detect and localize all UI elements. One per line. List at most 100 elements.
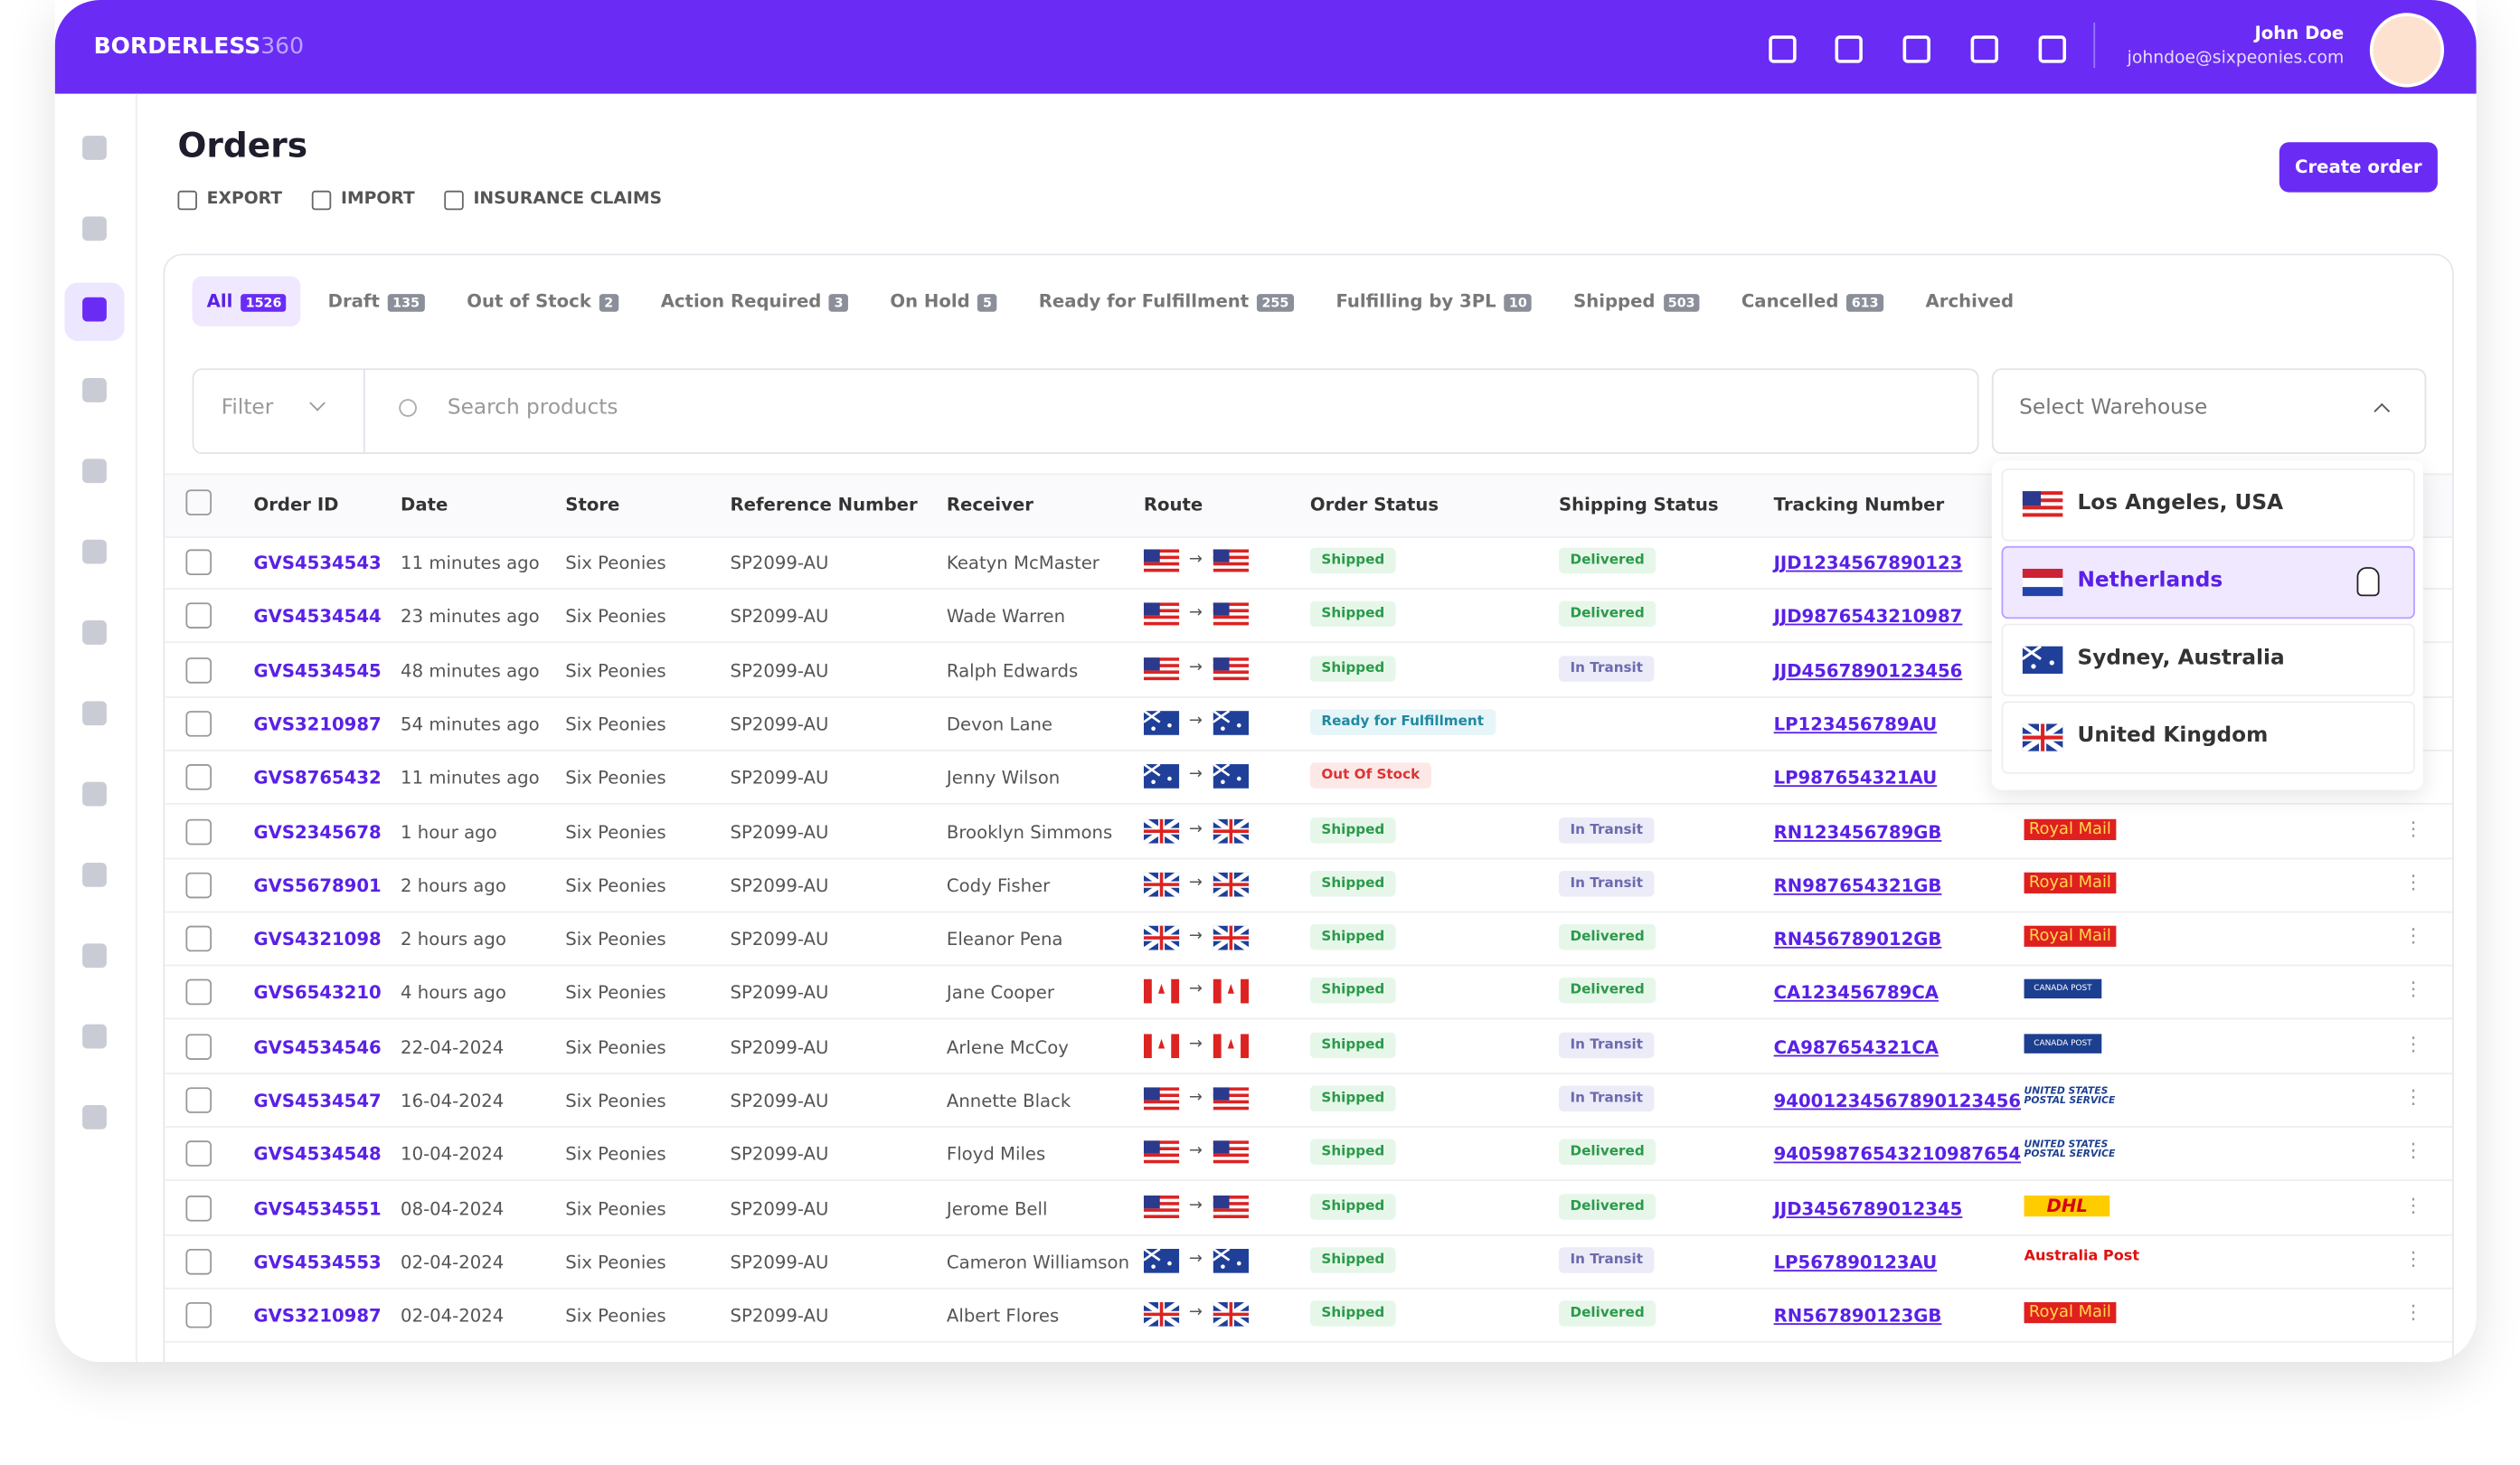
checkbox[interactable] — [185, 979, 212, 1006]
row-menu[interactable]: ⋮ — [2403, 1193, 2423, 1216]
row-menu[interactable]: ⋮ — [2403, 1139, 2423, 1163]
tracking-number[interactable]: LP123456789AU — [1773, 714, 1938, 735]
row-menu[interactable]: ⋮ — [2403, 924, 2423, 948]
checkbox[interactable] — [185, 925, 212, 952]
checkbox[interactable] — [185, 1033, 212, 1060]
checkbox[interactable] — [185, 1087, 212, 1113]
shipping-status: Delivered — [1559, 547, 1656, 574]
order-id[interactable]: GVS3210987 — [253, 714, 382, 735]
order-id[interactable]: GVS2345678 — [253, 821, 382, 843]
nav-icon[interactable] — [82, 1104, 107, 1129]
avatar[interactable] — [2369, 13, 2445, 88]
tab[interactable]: All 1526 — [192, 276, 301, 326]
order-id[interactable]: GVS8765432 — [253, 767, 382, 789]
row-menu[interactable]: ⋮ — [2403, 1032, 2423, 1055]
tab[interactable]: Draft 135 — [314, 276, 439, 326]
tracking-number[interactable]: JJD4567890123456 — [1773, 659, 1963, 682]
tracking-number[interactable]: JJD9876543210987 — [1773, 606, 1963, 628]
checkbox[interactable] — [185, 1140, 212, 1167]
tracking-number[interactable]: JJD3456789012345 — [1773, 1197, 1963, 1220]
order-id[interactable]: GVS4534547 — [253, 1090, 382, 1112]
checkbox[interactable] — [185, 1248, 212, 1275]
action-link[interactable]: EXPORT — [206, 189, 283, 209]
tracking-number[interactable]: RN987654321GB — [1773, 874, 1942, 897]
tab[interactable]: Archived — [1911, 276, 2028, 326]
nav-icon[interactable] — [82, 458, 107, 484]
order-id[interactable]: GVS4534553 — [253, 1252, 382, 1273]
checkbox[interactable] — [185, 1302, 212, 1328]
nav-icon[interactable] — [82, 863, 107, 887]
checkbox[interactable] — [185, 549, 212, 576]
action-link[interactable]: INSURANCE CLAIMS — [473, 189, 663, 209]
order-id[interactable]: GVS4321098 — [253, 929, 382, 950]
checkbox[interactable] — [185, 657, 212, 683]
tracking-number[interactable]: CA123456789CA — [1773, 982, 1939, 1005]
row-menu[interactable]: ⋮ — [2403, 978, 2423, 1001]
order-id[interactable]: GVS4534543 — [253, 552, 382, 574]
order-id[interactable]: GVS4534545 — [253, 659, 382, 682]
order-id[interactable]: GVS4534546 — [253, 1036, 382, 1058]
nav-icon[interactable] — [82, 539, 107, 564]
checkbox[interactable] — [185, 818, 212, 845]
checkbox[interactable] — [185, 489, 212, 515]
order-id[interactable]: GVS4534548 — [253, 1144, 382, 1166]
row-menu[interactable]: ⋮ — [2403, 1300, 2423, 1324]
tracking-number[interactable]: RN123456789GB — [1773, 821, 1942, 843]
header-icon[interactable] — [1835, 35, 1863, 63]
tab[interactable]: Fulfilling by 3PL 10 — [1321, 276, 1546, 326]
row-menu[interactable]: ⋮ — [2403, 870, 2423, 893]
row-menu[interactable]: ⋮ — [2403, 1085, 2423, 1109]
action-link[interactable]: IMPORT — [340, 189, 415, 209]
tracking-number[interactable]: LP567890123AU — [1773, 1252, 1938, 1273]
nav-icon[interactable] — [82, 297, 107, 322]
tracking-number[interactable]: JJD1234567890123 — [1773, 552, 1963, 574]
header-icon[interactable] — [1970, 35, 1998, 63]
tracking-number[interactable]: RN567890123GB — [1773, 1305, 1942, 1328]
tracking-number[interactable]: RN456789012GB — [1773, 929, 1942, 950]
row-menu[interactable]: ⋮ — [2403, 1247, 2423, 1271]
order-id[interactable]: GVS6543210 — [253, 982, 382, 1005]
tracking-number[interactable]: CA987654321CA — [1773, 1036, 1939, 1058]
warehouse-option-label: Los Angeles, USA — [2077, 491, 2284, 515]
row-menu[interactable]: ⋮ — [2403, 817, 2423, 840]
warehouse-select[interactable] — [1991, 368, 2427, 455]
warehouse-option[interactable] — [2001, 468, 2415, 542]
cell: Six Peonies — [565, 1036, 666, 1058]
warehouse-option[interactable] — [2001, 623, 2415, 696]
checkbox[interactable] — [185, 872, 212, 898]
nav-icon[interactable] — [82, 943, 107, 969]
checkbox[interactable] — [185, 764, 212, 790]
filter-dropdown[interactable]: Filter — [221, 395, 274, 421]
tab[interactable]: Action Required 3 — [647, 276, 863, 326]
search-input[interactable]: Search products — [447, 395, 618, 421]
header-icon[interactable] — [1769, 35, 1797, 63]
tab[interactable]: On Hold 5 — [875, 276, 1011, 326]
nav-icon[interactable] — [82, 781, 107, 807]
tracking-number[interactable]: 94001234567890123456 — [1773, 1090, 2022, 1112]
create-order-button[interactable]: Create order — [2279, 142, 2438, 193]
header-icon[interactable] — [1902, 35, 1930, 63]
order-id[interactable]: GVS3210987 — [253, 1305, 382, 1328]
tab[interactable]: Cancelled 613 — [1727, 276, 1898, 326]
order-id[interactable]: GVS4534544 — [253, 606, 382, 628]
nav-icon[interactable] — [82, 216, 107, 241]
checkbox[interactable] — [185, 602, 212, 629]
tab[interactable]: Out of Stock 2 — [452, 276, 632, 326]
tracking-number[interactable]: LP987654321AU — [1773, 767, 1938, 789]
tracking-number[interactable]: 94059876543210987654 — [1773, 1144, 2022, 1166]
tab[interactable]: Shipped 503 — [1559, 276, 1714, 326]
nav-icon[interactable] — [82, 378, 107, 402]
nav-icon[interactable] — [82, 136, 107, 160]
nav-icon[interactable] — [82, 620, 107, 645]
order-id[interactable]: GVS4534551 — [253, 1197, 382, 1220]
checkbox[interactable] — [185, 1195, 212, 1221]
tab[interactable]: Ready for Fulfillment 255 — [1024, 276, 1308, 326]
warehouse-option[interactable] — [2001, 545, 2415, 619]
nav-icon[interactable] — [82, 1024, 107, 1049]
flag — [1212, 763, 1249, 789]
header-icon[interactable] — [2038, 35, 2066, 63]
nav-icon[interactable] — [82, 701, 107, 726]
warehouse-option[interactable] — [2001, 701, 2415, 774]
checkbox[interactable] — [185, 710, 212, 737]
order-id[interactable]: GVS5678901 — [253, 874, 382, 897]
